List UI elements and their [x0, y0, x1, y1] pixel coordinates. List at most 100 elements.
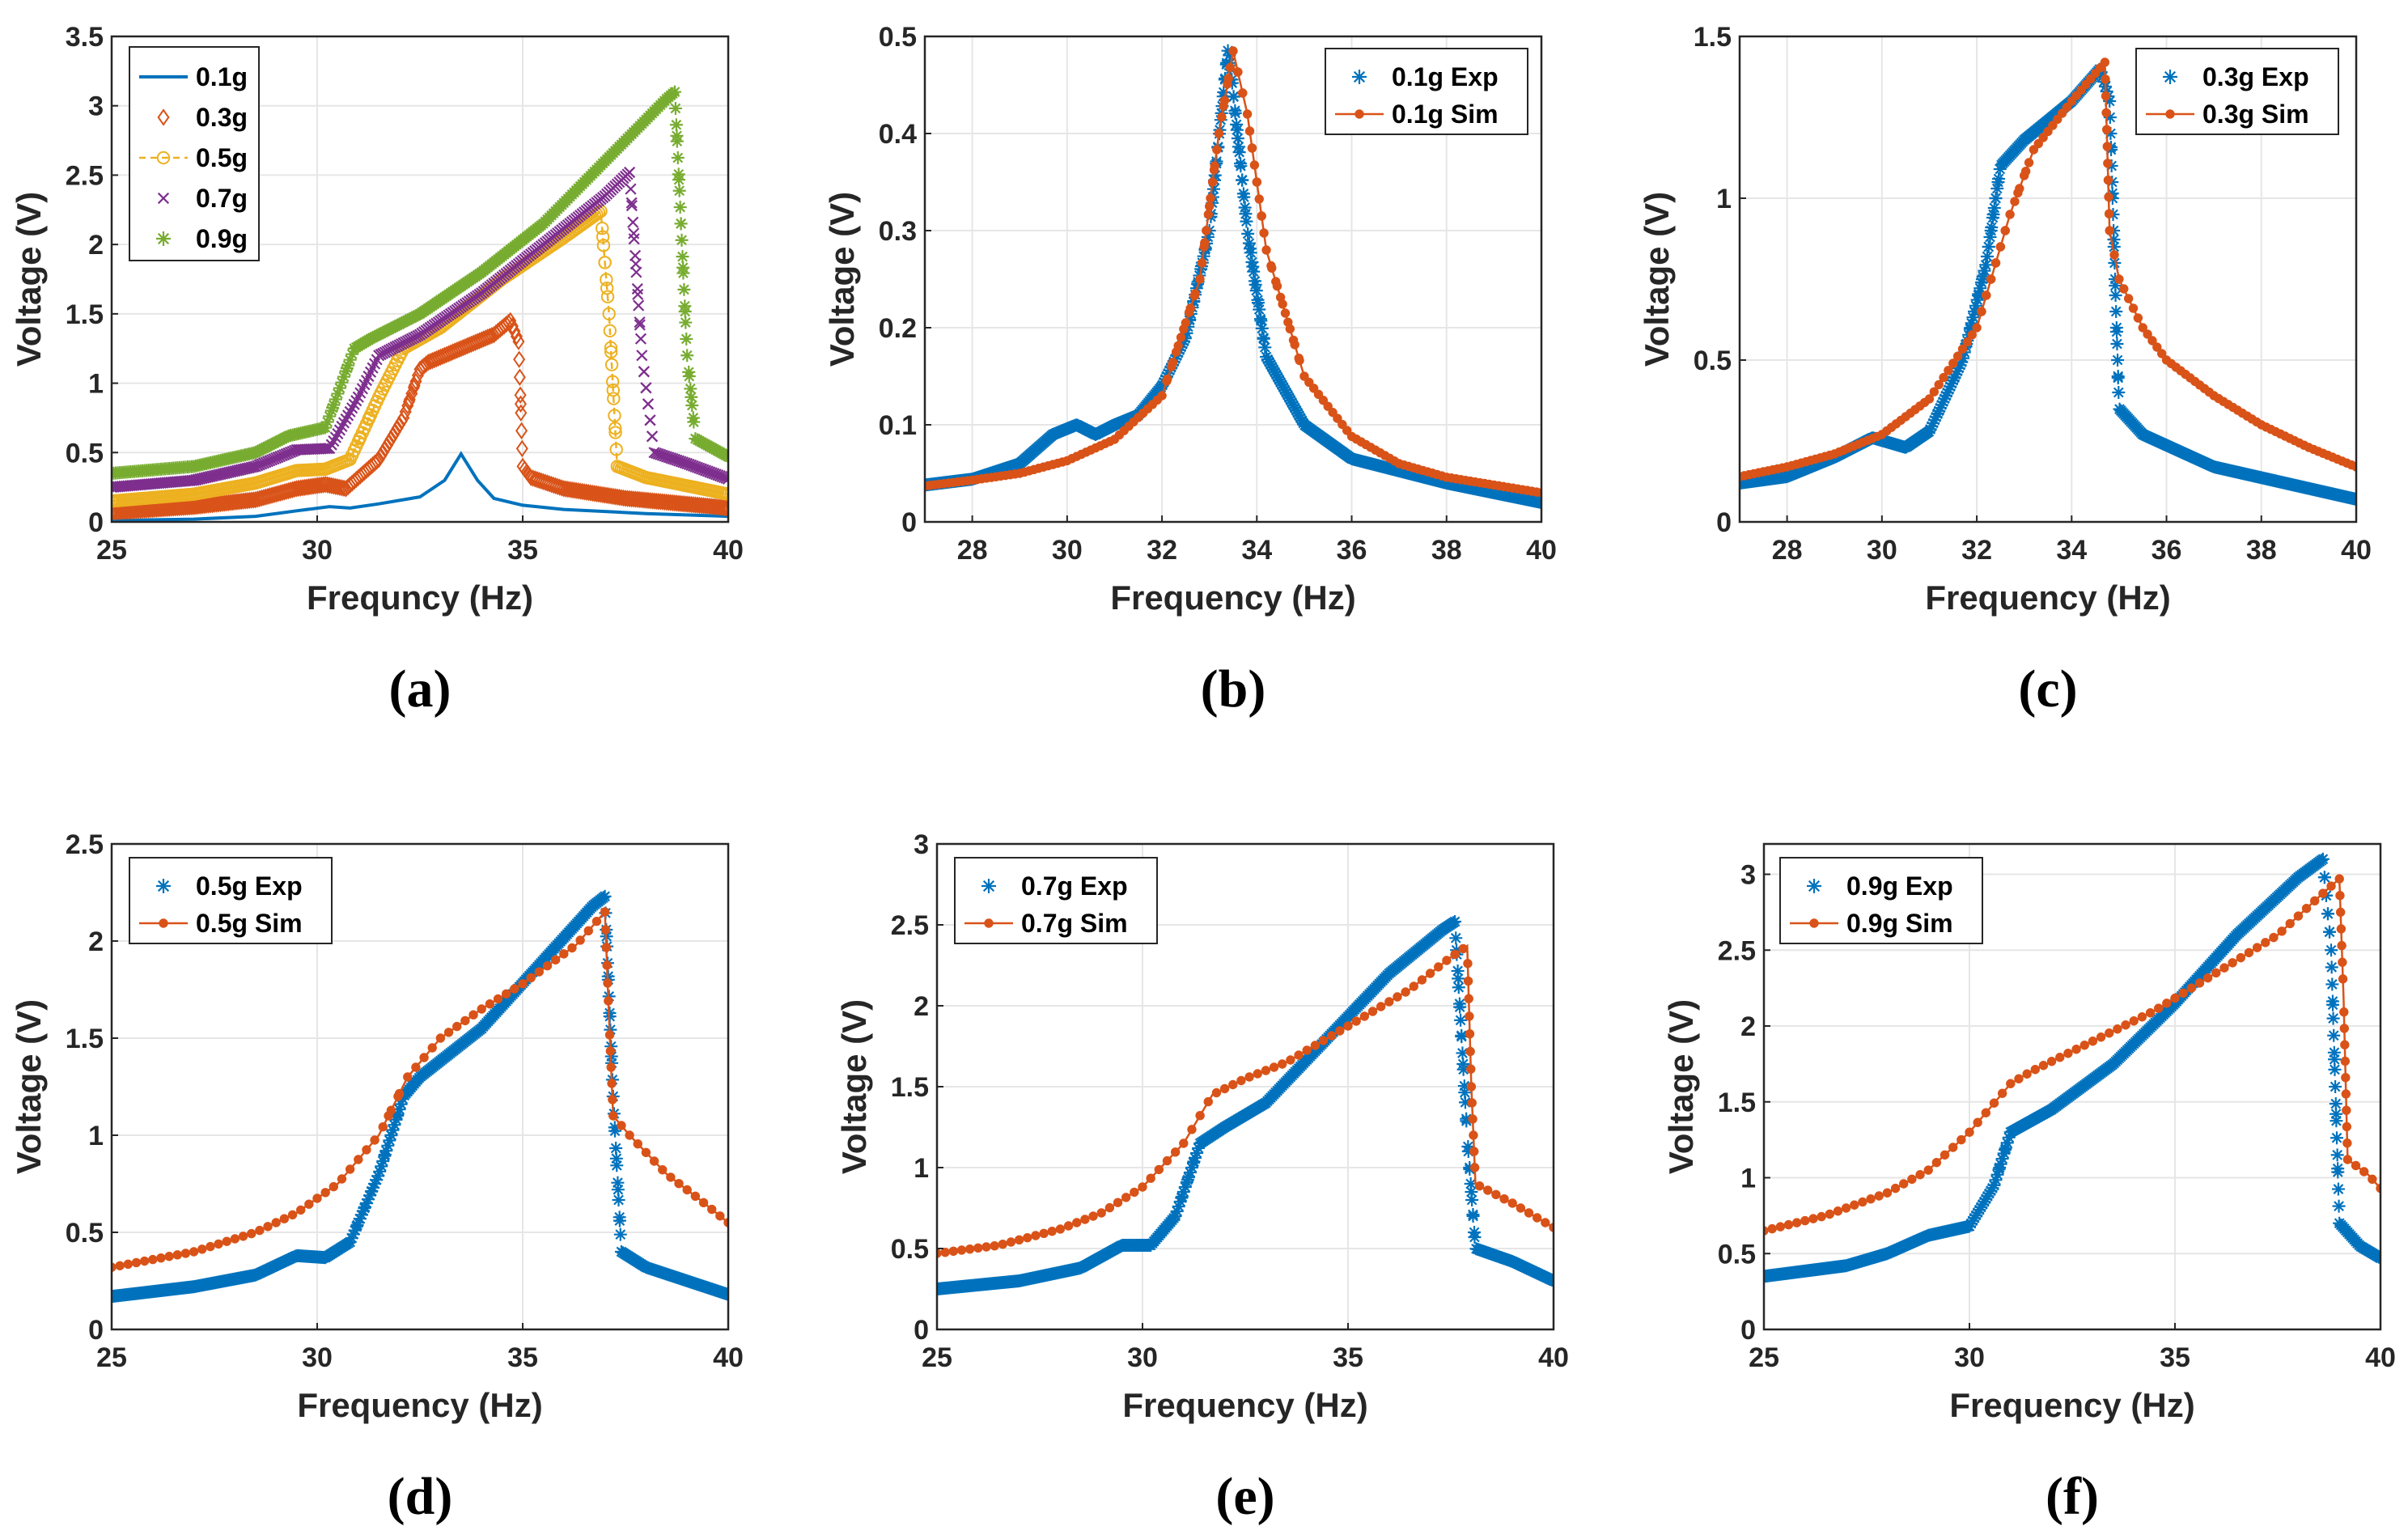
panel-label: (f) [2046, 1467, 2099, 1526]
data-point [659, 450, 671, 462]
legend-box [129, 857, 333, 944]
data-point [672, 455, 685, 467]
legend-label: 0.7g Exp [1021, 871, 1128, 901]
data-point [2293, 911, 2304, 921]
series-0.3g-Sim [1740, 57, 2356, 481]
data-point [1817, 1211, 1826, 1222]
chart-c: 28 30 32 34 36 38 40 0 0.5 1 1.5 Frequency (Hz) Volt… [1638, 22, 2372, 719]
legend-label: 0.3g Sim [2202, 100, 2309, 129]
data-point [1239, 207, 1253, 221]
data-point [320, 1188, 330, 1198]
data-point [1986, 274, 1996, 284]
data-point [1269, 1062, 1279, 1072]
data-point [1261, 245, 1271, 255]
y-tick-label: 1 [1740, 1164, 1756, 1194]
data-point [1866, 1194, 1876, 1204]
data-point [1014, 1235, 1024, 1245]
legend-label: 0.5g Sim [196, 909, 303, 938]
data-point [2153, 1003, 2164, 1013]
legend-item: 0.7g Sim [964, 909, 1128, 938]
data-point [722, 450, 728, 464]
data-point [409, 372, 422, 391]
data-point [1318, 1036, 1329, 1045]
data-point [1541, 1218, 1550, 1227]
data-point [2374, 1251, 2380, 1265]
data-point [2252, 943, 2262, 952]
x-tick-label: 38 [1431, 535, 1462, 566]
x-tick-label: 40 [713, 1342, 744, 1373]
data-point [337, 479, 350, 498]
data-point [2318, 888, 2328, 898]
legend-label: 0.9g [196, 224, 248, 253]
data-point [1890, 1183, 1901, 1193]
data-point [452, 1021, 462, 1032]
data-point [1783, 1219, 1794, 1230]
legend-label: 0.7g [196, 184, 248, 213]
data-point [2341, 1089, 2351, 1099]
data-point [722, 499, 728, 517]
x-tick-label: 25 [96, 535, 127, 566]
data-point [1948, 1143, 1958, 1152]
data-point [1775, 1222, 1786, 1232]
data-point [2340, 1056, 2351, 1066]
data-point [680, 349, 694, 362]
data-point [1294, 354, 1304, 363]
data-point [664, 452, 676, 464]
data-point [663, 452, 675, 464]
data-point [1203, 1096, 1213, 1107]
series-0.5g [112, 204, 728, 508]
data-point [1113, 1198, 1123, 1207]
data-point [477, 1004, 486, 1014]
data-point [1104, 1202, 1115, 1213]
data-point [1197, 258, 1207, 268]
data-point [1187, 1125, 1197, 1134]
data-point [596, 239, 611, 252]
y-tick-label: 1 [914, 1153, 929, 1184]
data-point [295, 1205, 306, 1215]
data-point [2331, 1165, 2345, 1179]
legend-label: 0.1g Exp [1392, 62, 1499, 91]
data-point [378, 1148, 392, 1161]
x-tick-label: 38 [2246, 535, 2277, 566]
legend-marker [1354, 109, 1364, 119]
data-point [652, 447, 664, 460]
data-point [625, 197, 638, 209]
data-point [1808, 1214, 1818, 1223]
data-point [1181, 1173, 1194, 1186]
chart-f: 25 30 35 40 0 0.5 1 1.5 2 2.5 3 Frequency (Hz) Volta… [1662, 842, 2396, 1526]
data-point [658, 1164, 668, 1175]
data-point [1055, 1224, 1066, 1234]
series-0.7g-Sim [937, 943, 1554, 1258]
series-0.1g-Sim [925, 46, 1541, 498]
x-axis-label: Frequency (Hz) [1949, 1386, 2194, 1424]
legend-marker [2163, 70, 2177, 84]
data-point [1278, 299, 1287, 309]
data-point [2147, 336, 2157, 346]
data-point [2236, 952, 2245, 963]
data-point [1825, 1209, 1834, 1219]
y-tick-label: 2 [88, 926, 104, 957]
data-point [1318, 396, 1329, 405]
data-point [677, 456, 689, 468]
data-point [612, 1193, 625, 1206]
x-tick-label: 40 [2365, 1342, 2396, 1373]
y-tick-label: 2.5 [1718, 935, 1756, 966]
data-point [1469, 1147, 1479, 1156]
data-point [1228, 46, 1238, 56]
x-tick-label: 25 [922, 1342, 952, 1373]
data-point [1458, 943, 1468, 954]
data-point [1466, 1064, 1476, 1074]
legend-item: 0.3g Sim [2146, 100, 2309, 129]
data-point [1170, 1147, 1181, 1157]
x-tick-label: 40 [713, 535, 744, 566]
data-point [2108, 256, 2122, 269]
data-point [1989, 192, 2003, 205]
y-tick-label: 0 [88, 507, 104, 538]
data-point [353, 431, 367, 446]
data-point [271, 1218, 281, 1227]
data-point [606, 1062, 616, 1072]
data-point [2038, 133, 2048, 142]
data-point [1931, 1158, 1942, 1168]
x-tick-label: 35 [2160, 1342, 2190, 1373]
data-point [1338, 419, 1347, 430]
